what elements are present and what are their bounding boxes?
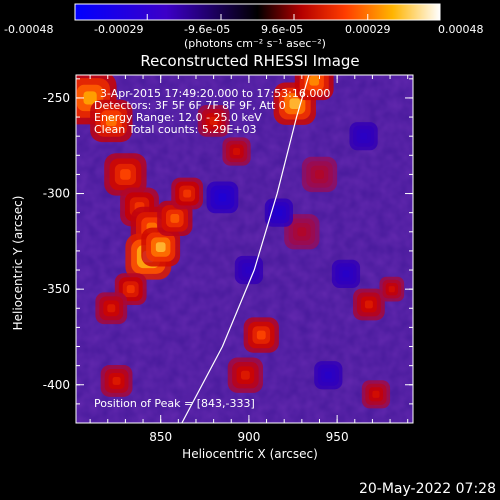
intensity-blob — [297, 227, 307, 237]
intensity-blob — [105, 115, 117, 127]
intensity-blob — [209, 116, 218, 125]
colorbar — [74, 3, 441, 21]
intensity-blob — [289, 98, 301, 109]
intensity-blob — [240, 370, 250, 380]
annotation-time: 3-Apr-2015 17:49:20.000 to 17:53:16.000 — [100, 87, 331, 100]
intensity-blob — [155, 242, 166, 252]
colorbar-ticks — [74, 14, 441, 20]
intensity-blob — [364, 300, 373, 309]
intensity-blob — [183, 189, 192, 198]
intensity-blob — [233, 147, 241, 156]
colorbar-units: (photons cm⁻² s⁻¹ asec⁻²) — [184, 37, 326, 50]
annotation-clean: Clean Total counts: 5.29E+03 — [94, 123, 257, 136]
annotation-detectors: Detectors: 3F 5F 6F 7F 8F 9F, Att 0 — [94, 99, 286, 112]
intensity-blob — [83, 91, 97, 105]
colorbar-tick-label: 0.00029 — [345, 23, 391, 36]
intensity-blob — [120, 169, 131, 180]
chart-title: Reconstructed RHESSI Image — [140, 52, 360, 70]
intensity-blob — [372, 390, 380, 398]
colorbar-tick-label: -0.00048 — [4, 23, 54, 36]
intensity-blob — [275, 209, 283, 217]
colorbar-tick-label: 0.00048 — [438, 23, 484, 36]
intensity-blob — [309, 75, 320, 86]
intensity-blob — [315, 170, 324, 179]
colorbar-tick-label: -0.00029 — [94, 23, 144, 36]
x-tick-label: 850 — [149, 430, 172, 444]
colorbar-tick-label: 9.6e-05 — [261, 23, 304, 36]
intensity-blob — [112, 376, 121, 385]
y-tick-label: -400 — [43, 378, 70, 392]
intensity-blob — [170, 213, 180, 223]
x-axis-label: Heliocentric X (arcsec) — [182, 447, 318, 461]
x-tick-label: 900 — [237, 430, 260, 444]
y-tick-label: -300 — [43, 187, 70, 201]
intensity-blob — [107, 304, 116, 313]
intensity-blob — [342, 270, 350, 278]
intensity-blob — [126, 285, 135, 294]
colorbar-tick-label: -9.6e-05 — [184, 23, 231, 36]
y-axis-label: Heliocentric Y (arcsec) — [11, 195, 25, 331]
x-tick-label: 950 — [326, 430, 349, 444]
intensity-blob — [218, 193, 227, 202]
y-tick-label: -250 — [43, 91, 70, 105]
plot-frame — [75, 74, 414, 424]
intensity-blob — [324, 371, 332, 379]
annotation-energy: Energy Range: 12.0 - 25.0 keV — [94, 111, 262, 124]
annotation-peak: Position of Peak = [843,-333] — [94, 397, 255, 410]
intensity-blob — [388, 286, 395, 293]
axes: 850 900 950 -250 -300 -350 -400 — [43, 75, 413, 444]
y-tick-label: -350 — [43, 282, 70, 296]
footer-timestamp: 20-May-2022 07:28 — [358, 481, 496, 497]
solar-limb-curve — [181, 75, 310, 423]
intensity-blob — [256, 330, 266, 340]
colorbar-gradient — [74, 3, 441, 21]
intensity-blob — [245, 266, 253, 274]
intensity-blob — [360, 132, 368, 140]
intensity-blobs — [76, 75, 405, 409]
